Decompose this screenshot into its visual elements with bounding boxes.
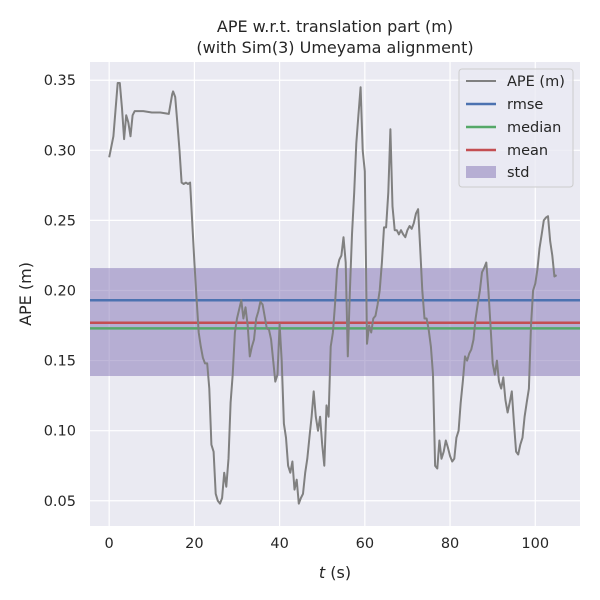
legend-label-mean: mean (507, 143, 548, 159)
legend-label-rmse: rmse (507, 97, 543, 113)
legend: APE (m) rmse median mean std (458, 68, 574, 188)
legend-box (458, 68, 574, 188)
x-axis-label-unit: (s) (325, 563, 351, 582)
legend-label-median: median (507, 120, 561, 136)
y-tick-labels: 0.05 0.10 0.15 0.20 0.25 0.30 0.35 (44, 73, 76, 510)
x-tick-label: 0 (105, 536, 114, 552)
legend-label-std: std (507, 165, 529, 181)
x-tick-label: 80 (441, 536, 459, 552)
y-tick-label: 0.35 (44, 73, 76, 89)
legend-swatch-std (466, 166, 496, 178)
y-tick-label: 0.30 (44, 143, 76, 159)
y-tick-label: 0.25 (44, 213, 76, 229)
y-tick-label: 0.05 (44, 494, 76, 510)
x-tick-label: 40 (270, 536, 288, 552)
chart-subtitle: (with Sim(3) Umeyama alignment) (196, 38, 473, 57)
x-tick-labels: 0 20 40 60 80 100 (105, 536, 550, 552)
chart-title: APE w.r.t. translation part (m) (217, 17, 453, 36)
y-axis-label: APE (m) (16, 262, 35, 326)
x-axis-label: t (s) (319, 563, 351, 582)
y-tick-label: 0.20 (44, 283, 76, 299)
ape-series-line (108, 82, 558, 505)
legend-label-ape: APE (m) (507, 74, 565, 90)
x-tick-label: 100 (521, 536, 549, 552)
y-tick-label: 0.15 (44, 354, 76, 370)
x-tick-label: 60 (356, 536, 374, 552)
x-tick-label: 20 (185, 536, 203, 552)
y-tick-label: 0.10 (44, 424, 76, 440)
x-axis-label-variable: t (319, 563, 326, 582)
